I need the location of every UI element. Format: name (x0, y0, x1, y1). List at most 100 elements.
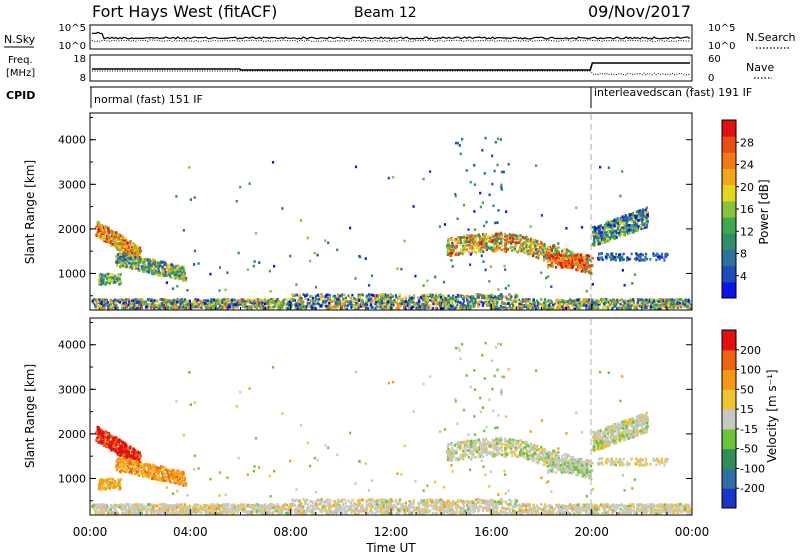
echo-cell (106, 237, 109, 241)
echo-cell (599, 298, 602, 302)
freq-tick-top: 18 (73, 54, 86, 65)
echo-cell (617, 224, 621, 228)
echo-cell (653, 304, 656, 307)
echo-cell (117, 253, 120, 256)
echo-cell (97, 221, 100, 224)
echo-cell (614, 258, 617, 262)
echo-cell (153, 304, 156, 308)
echo-cell (593, 232, 596, 236)
echo-cell (143, 267, 146, 271)
echo-cell (556, 254, 559, 257)
echo-cell (635, 305, 638, 309)
echo-cell (177, 298, 180, 302)
echo-cell (455, 244, 458, 248)
echo-cell (528, 249, 531, 252)
echo-cell (640, 258, 643, 262)
echo-cell (116, 248, 120, 251)
echo-cell (397, 297, 400, 300)
echo-cell (182, 229, 185, 232)
echo-cell (432, 302, 435, 306)
echo-cell (664, 254, 667, 258)
echo-cell (419, 296, 422, 299)
echo-cell (494, 242, 497, 245)
echo-cell (447, 294, 450, 298)
echo-cell (473, 164, 476, 167)
echo-cell (230, 298, 233, 302)
echo-cell (611, 304, 614, 307)
echo-cell (497, 232, 500, 236)
echo-cell (525, 303, 528, 307)
echo-cell (456, 141, 460, 145)
echo-cell (104, 283, 107, 286)
echo-cell (538, 253, 541, 256)
echo-cell (531, 304, 534, 308)
echo-cell (449, 304, 452, 307)
echo-cell (113, 232, 116, 235)
echo-cell (170, 302, 173, 306)
echo-cell (661, 256, 664, 259)
echo-cell (606, 225, 609, 228)
echo-cell (339, 294, 342, 298)
echo-cell (547, 252, 550, 256)
echo-cell (398, 295, 401, 298)
echo-cell (413, 304, 416, 307)
echo-cell (633, 307, 636, 310)
echo-cell (553, 302, 556, 306)
echo-cell (106, 304, 109, 307)
echo-cell (92, 299, 96, 302)
nave-tick-bottom: 0 (708, 73, 714, 84)
echo-cell (585, 298, 588, 301)
echo-cell (306, 236, 309, 240)
echo-cell (551, 247, 554, 250)
echo-cell (500, 237, 503, 241)
echo-cell (168, 272, 171, 276)
echo-cell (196, 302, 199, 306)
echo-cell (491, 182, 494, 186)
echo-cell (575, 206, 578, 210)
echo-cell (285, 306, 288, 310)
echo-cell (197, 303, 200, 307)
echo-cell (358, 295, 361, 299)
echo-cell (119, 273, 122, 276)
echo-cell (285, 298, 288, 302)
echo-cell (532, 298, 535, 302)
echo-cell (569, 266, 572, 269)
echo-cell (551, 258, 554, 262)
echo-cell (537, 255, 540, 258)
echo-cell (471, 248, 474, 252)
echo-cell (502, 302, 505, 306)
echo-cell (433, 297, 436, 300)
echo-cell (206, 299, 209, 302)
echo-cell (585, 304, 588, 307)
echo-cell (420, 304, 423, 308)
echo-cell (643, 259, 646, 262)
echo-cell (340, 301, 344, 305)
echo-cell (540, 242, 543, 246)
echo-cell (608, 237, 612, 241)
echo-cell (108, 282, 111, 285)
echo-cell (217, 300, 220, 304)
echo-cell (496, 242, 499, 246)
echo-cell (634, 214, 637, 218)
echo-cell (158, 273, 161, 277)
echo-cell (474, 300, 477, 304)
echo-cell (412, 296, 415, 300)
echo-cell (112, 299, 115, 303)
echo-cell (672, 299, 675, 302)
echo-cell (443, 223, 447, 226)
echo-cell (669, 306, 672, 309)
echo-cell (590, 264, 593, 267)
echo-cell (531, 306, 534, 310)
echo-cell (314, 285, 318, 289)
echo-cell (391, 299, 394, 303)
echo-cell (114, 307, 117, 311)
echo-cell (675, 304, 678, 308)
echo-cell (212, 305, 215, 308)
echo-cell (227, 298, 230, 301)
echo-cell (228, 305, 231, 309)
echo-cell (466, 298, 469, 302)
echo-cell (407, 306, 410, 310)
echo-cell (625, 301, 628, 304)
echo-cell (565, 227, 568, 230)
